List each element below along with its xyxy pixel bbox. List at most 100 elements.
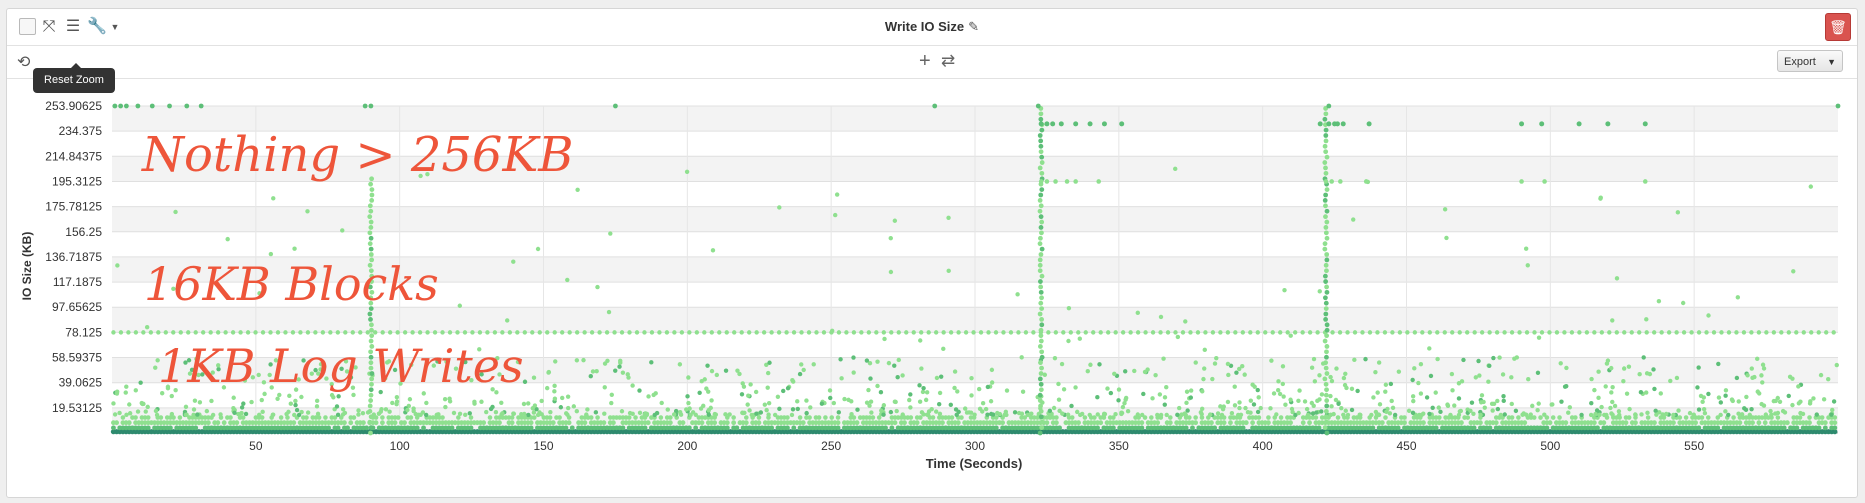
data-point — [481, 420, 487, 426]
data-point — [1448, 412, 1453, 418]
data-point — [709, 415, 714, 420]
data-point — [765, 370, 771, 376]
data-point — [318, 362, 324, 367]
pencil-icon[interactable]: ✎ — [968, 19, 980, 34]
data-point — [1375, 390, 1380, 395]
data-point — [548, 409, 553, 415]
delete-button[interactable]: 🗑 — [1825, 13, 1851, 41]
data-point — [1514, 355, 1520, 360]
data-point — [609, 400, 614, 406]
data-point — [1219, 412, 1225, 418]
data-point — [1016, 410, 1022, 416]
data-point — [1509, 401, 1514, 407]
data-point — [1832, 429, 1838, 435]
data-point — [148, 330, 154, 335]
data-point — [153, 365, 158, 370]
data-point — [1579, 412, 1584, 418]
data-point — [1351, 217, 1356, 222]
data-point — [210, 412, 216, 418]
data-point — [1324, 208, 1330, 214]
data-point — [1771, 398, 1777, 404]
data-point — [1607, 330, 1612, 335]
data-point — [334, 404, 340, 409]
data-point — [323, 415, 328, 420]
chevron-down-icon[interactable]: ▼ — [110, 22, 120, 32]
data-point — [706, 408, 711, 413]
data-point — [537, 330, 542, 335]
data-point — [1038, 403, 1043, 409]
select-checkbox[interactable] — [19, 18, 36, 35]
data-point — [754, 330, 759, 335]
y-tick-label: 234.375 — [59, 124, 103, 138]
data-point — [1830, 407, 1835, 413]
data-point — [1037, 133, 1043, 138]
data-point — [1523, 246, 1529, 251]
data-point — [423, 412, 429, 418]
data-point — [925, 412, 931, 418]
export-button[interactable]: Export ▼ — [1777, 50, 1843, 72]
data-point — [737, 371, 742, 377]
data-point — [262, 391, 267, 397]
data-point — [1660, 412, 1665, 417]
data-point — [208, 330, 213, 335]
data-point — [1370, 425, 1376, 431]
data-point — [1592, 330, 1597, 335]
data-point — [1165, 330, 1171, 335]
data-point — [1564, 383, 1569, 389]
data-point — [781, 388, 786, 394]
data-point — [127, 411, 133, 416]
data-point — [492, 330, 498, 335]
data-point — [1218, 330, 1223, 335]
data-point — [1053, 330, 1059, 335]
y-tick-label: 19.53125 — [52, 401, 102, 415]
data-point — [230, 330, 236, 335]
data-point — [1037, 398, 1043, 403]
data-point — [335, 412, 341, 418]
data-point — [1237, 400, 1242, 405]
panel-title: Write IO Size ✎ — [7, 19, 1857, 35]
swap-icon[interactable]: ⇄ — [941, 51, 956, 70]
data-point — [477, 330, 483, 335]
expand-icon[interactable]: ⤧ — [42, 18, 56, 35]
add-icon[interactable]: + — [919, 50, 931, 72]
data-point — [186, 358, 192, 363]
data-point — [111, 330, 116, 335]
data-point — [908, 405, 913, 410]
data-point — [1173, 330, 1178, 335]
data-point — [955, 389, 960, 394]
data-point — [904, 330, 909, 335]
data-point — [1038, 381, 1044, 387]
data-point — [1421, 411, 1426, 416]
data-point — [1652, 420, 1657, 426]
data-point — [1323, 360, 1329, 366]
data-point — [943, 415, 948, 420]
data-point — [590, 369, 596, 374]
data-point — [954, 412, 959, 418]
data-point — [516, 415, 521, 420]
data-point — [1323, 133, 1329, 138]
data-point — [1324, 344, 1330, 349]
data-point — [889, 425, 895, 431]
data-point — [1304, 406, 1310, 412]
data-point — [756, 420, 762, 426]
data-point — [260, 330, 266, 335]
data-point — [216, 363, 221, 368]
data-point — [290, 330, 296, 335]
data-point — [905, 415, 910, 420]
sliders-icon[interactable]: ☰ — [65, 18, 81, 35]
data-point — [1416, 380, 1421, 386]
reset-zoom-icon[interactable]: ⟲ — [17, 54, 31, 71]
data-point — [1638, 390, 1644, 395]
data-point — [1442, 207, 1448, 212]
data-point — [1739, 412, 1745, 417]
data-point — [1085, 369, 1090, 374]
wrench-icon[interactable]: 🔧 — [87, 18, 107, 35]
data-point — [298, 330, 303, 335]
data-point — [1199, 406, 1205, 412]
data-point — [712, 420, 718, 426]
data-point — [1498, 412, 1504, 418]
data-point — [389, 415, 395, 420]
data-point — [455, 330, 460, 335]
data-point — [1442, 330, 1447, 335]
